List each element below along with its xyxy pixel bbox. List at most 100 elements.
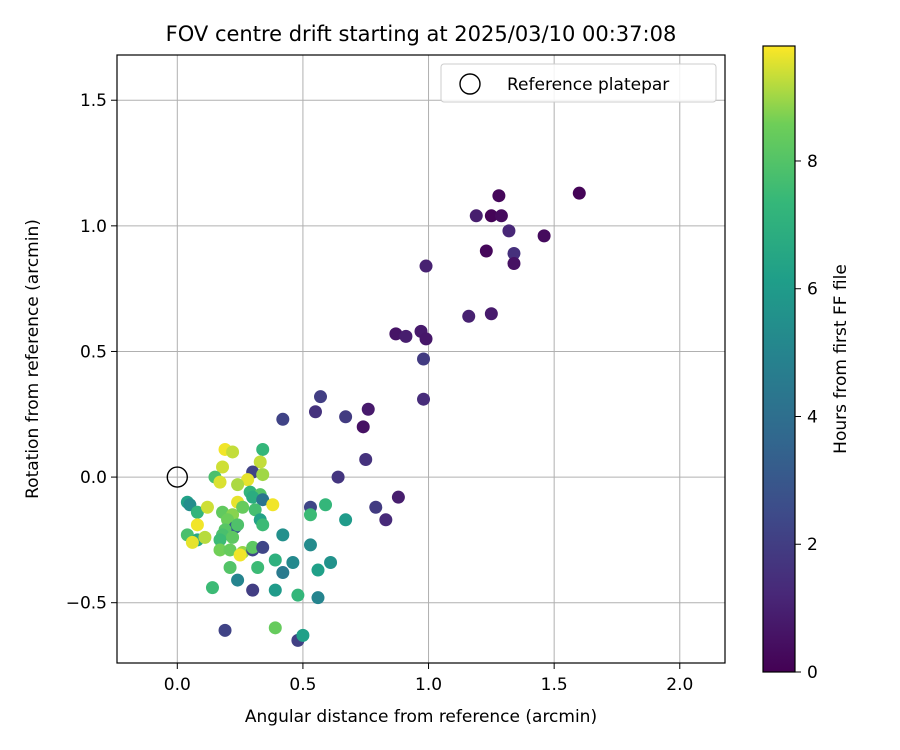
data-point	[389, 327, 403, 341]
data-point	[314, 390, 328, 404]
data-point	[200, 500, 214, 514]
data-point	[231, 518, 245, 532]
data-point	[462, 309, 476, 323]
x-tick-label: 1.5	[541, 675, 568, 695]
data-point	[492, 189, 506, 203]
data-point	[251, 561, 265, 575]
data-point	[419, 259, 433, 273]
data-point	[276, 528, 290, 542]
data-point	[198, 530, 212, 544]
data-point	[253, 455, 267, 469]
colorbar-tick-label: 2	[807, 535, 818, 555]
data-point	[572, 186, 586, 200]
data-point	[311, 591, 325, 605]
data-point	[213, 533, 227, 547]
scatter-points	[166, 186, 586, 647]
data-point	[419, 332, 433, 346]
data-point	[256, 540, 270, 554]
data-point	[190, 518, 204, 532]
data-point	[319, 498, 333, 512]
plot-frame	[116, 54, 726, 664]
data-point	[311, 563, 325, 577]
data-point	[308, 405, 322, 419]
data-point	[356, 420, 370, 434]
data-point	[339, 410, 353, 424]
data-point	[537, 229, 551, 243]
data-point	[494, 209, 508, 223]
legend-open-circle-marker	[459, 73, 481, 95]
x-axis-ticks: 0.0 0.5 1.0 1.5 2.0	[164, 663, 693, 695]
chart-title: FOV centre drift starting at 2025/03/10 …	[166, 22, 677, 46]
data-point	[223, 561, 237, 575]
data-point	[241, 473, 255, 487]
data-point	[339, 513, 353, 527]
data-point	[236, 500, 250, 514]
y-axis-label: Rotation from reference (arcmin)	[23, 219, 43, 499]
legend-box	[440, 63, 717, 103]
data-point	[223, 543, 237, 557]
reference-platepar-marker	[166, 466, 188, 488]
data-point	[379, 513, 393, 527]
data-point	[256, 442, 270, 456]
data-point	[268, 621, 282, 635]
data-point	[399, 329, 413, 343]
data-point	[303, 538, 317, 552]
legend-entry-label: Reference platepar	[507, 75, 669, 95]
colorbar-tick-label: 8	[807, 152, 818, 172]
colorbar-label: Hours from first FF file	[831, 264, 851, 454]
data-point	[303, 508, 317, 522]
y-tick-label: −0.5	[66, 594, 107, 614]
colorbar-tick-label: 0	[807, 663, 818, 683]
data-point	[213, 543, 227, 557]
data-point	[268, 583, 282, 597]
data-point	[256, 468, 270, 482]
data-point	[231, 573, 245, 587]
data-point	[484, 307, 498, 321]
data-point	[226, 530, 240, 544]
x-tick-label: 0.5	[289, 675, 316, 695]
x-tick-label: 2.0	[666, 675, 693, 695]
data-point	[276, 412, 290, 426]
data-point	[268, 553, 282, 567]
data-point	[369, 500, 383, 514]
x-tick-label: 1.0	[415, 675, 442, 695]
data-point	[331, 470, 345, 484]
data-point	[248, 503, 262, 517]
y-tick-label: 1.5	[80, 91, 107, 111]
y-tick-label: 0.0	[80, 468, 107, 488]
data-point	[507, 257, 521, 271]
data-point	[213, 475, 227, 489]
data-point	[469, 209, 483, 223]
data-point	[502, 224, 516, 238]
data-point	[479, 244, 493, 258]
data-point	[286, 556, 300, 570]
data-point	[296, 628, 310, 642]
data-point	[226, 445, 240, 459]
y-tick-label: 0.5	[80, 342, 107, 362]
data-point	[190, 505, 204, 519]
data-point	[359, 452, 373, 466]
data-point	[507, 246, 521, 260]
data-point	[256, 518, 270, 532]
colorbar-ticks: 0 2 4 6 8	[795, 152, 818, 683]
y-axis-ticks: −0.5 0.0 0.5 1.0 1.5	[66, 91, 117, 614]
data-point	[291, 588, 305, 602]
data-point	[246, 490, 260, 504]
data-point	[484, 209, 498, 223]
data-point	[233, 548, 247, 562]
colorbar-tick-label: 6	[807, 280, 818, 300]
data-point	[391, 490, 405, 504]
data-point	[185, 535, 199, 549]
colorbar-gradient	[763, 46, 795, 672]
data-point	[218, 623, 232, 637]
data-point	[205, 581, 219, 595]
y-tick-label: 1.0	[80, 217, 107, 237]
data-point	[216, 460, 230, 474]
data-point	[256, 493, 270, 507]
data-point	[361, 402, 375, 416]
data-point	[266, 498, 280, 512]
data-point	[417, 392, 431, 406]
data-point	[246, 583, 260, 597]
